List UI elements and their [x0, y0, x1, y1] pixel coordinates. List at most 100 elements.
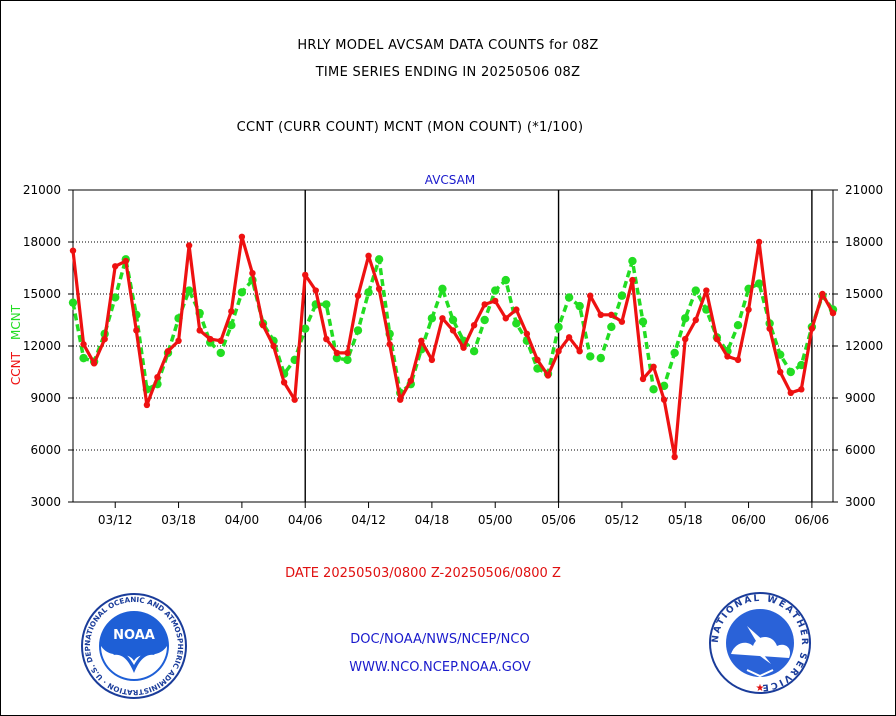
data-point-mcnt: [227, 321, 236, 330]
data-point-ccnt: [323, 335, 330, 343]
data-point-ccnt: [69, 247, 77, 254]
y-tick-label-left: 18000: [23, 235, 61, 249]
data-point-mcnt: [554, 322, 563, 332]
data-point-ccnt: [555, 348, 562, 355]
data-point-mcnt: [512, 319, 521, 328]
x-tick-label: 06/06: [795, 513, 830, 527]
data-point-ccnt: [354, 292, 362, 299]
data-point-ccnt: [154, 374, 161, 381]
data-point-ccnt: [175, 337, 182, 344]
x-axis-labels: 03/12 03/18 04/00 04/06 04/12 04/18 05/00 05/06…: [98, 513, 829, 527]
y-axis-title-mcnt: MCNT: [9, 304, 23, 340]
national-weather-service-logo-icon: NATIONAL WEATHER SERVICE ★: [709, 592, 811, 694]
data-point-ccnt: [787, 389, 794, 396]
data-point-mcnt: [797, 360, 806, 370]
data-point-ccnt: [808, 325, 816, 332]
data-point-ccnt: [724, 353, 731, 360]
x-tick-label: 06/00: [731, 513, 766, 527]
data-point-ccnt: [449, 327, 457, 334]
data-point-ccnt: [280, 379, 288, 386]
data-point-ccnt: [587, 292, 594, 299]
data-point-ccnt: [439, 315, 446, 322]
data-point-ccnt: [766, 325, 773, 332]
data-point-mcnt: [681, 314, 690, 323]
data-point-mcnt: [322, 300, 331, 309]
y-tick-label-left: 6000: [30, 443, 61, 457]
data-point-mcnt: [79, 353, 88, 363]
data-point-mcnt: [786, 367, 795, 377]
x-tick-label: 05/12: [605, 513, 640, 527]
chart-title-line2: TIME SERIES ENDING IN 20250506 08Z: [315, 65, 581, 80]
data-point-mcnt: [184, 286, 194, 295]
data-point-ccnt: [238, 233, 246, 240]
data-point-ccnt: [481, 301, 488, 308]
data-point-ccnt: [544, 372, 552, 379]
data-point-mcnt: [111, 293, 120, 302]
data-point-mcnt: [670, 348, 679, 358]
y-tick-label-right: 3000: [845, 495, 876, 509]
chart-title-line1: HRLY MODEL AVCSAM DATA COUNTS for 08Z: [297, 38, 599, 53]
data-point-mcnt: [237, 288, 247, 297]
data-point-ccnt: [375, 285, 383, 292]
y-tick-label-left: 9000: [30, 391, 61, 405]
x-tick-label: 04/18: [415, 513, 450, 527]
data-point-mcnt: [332, 353, 342, 363]
data-point-ccnt: [513, 306, 520, 313]
data-point-mcnt: [480, 315, 489, 325]
data-point-ccnt: [217, 337, 224, 344]
y-tick-label-left: 15000: [23, 287, 61, 301]
data-point-ccnt: [650, 363, 657, 370]
data-point-ccnt: [502, 315, 509, 322]
data-point-ccnt: [576, 348, 583, 355]
data-point-ccnt: [703, 287, 710, 294]
series-line-mcnt: [71, 257, 835, 395]
data-point-ccnt: [365, 252, 372, 260]
data-point-ccnt: [660, 396, 668, 403]
data-point-ccnt: [101, 335, 108, 343]
series-layer: [68, 233, 838, 461]
data-point-mcnt: [438, 284, 447, 293]
data-point-mcnt: [596, 353, 605, 363]
data-point-mcnt: [491, 286, 500, 295]
data-point-ccnt: [608, 311, 615, 318]
grid-lines: [73, 190, 833, 502]
data-point-ccnt: [692, 316, 699, 324]
data-point-mcnt: [691, 286, 700, 295]
x-tick-label: 05/18: [668, 513, 703, 527]
y-axis-title: CCNT MCNT: [9, 304, 23, 385]
data-point-mcnt: [469, 347, 479, 356]
y-tick-label-left: 12000: [23, 339, 61, 353]
data-point-ccnt: [112, 263, 119, 270]
data-point-mcnt: [501, 275, 510, 285]
credit-line2: WWW.NCO.NCEP.NOAA.GOV: [349, 660, 531, 675]
data-point-ccnt: [90, 360, 98, 367]
x-tick-label: 04/00: [225, 513, 260, 527]
data-point-mcnt: [343, 355, 352, 365]
svg-text:★: ★: [756, 683, 765, 694]
data-point-ccnt: [80, 341, 87, 348]
y-tick-label-right: 21000: [845, 183, 883, 197]
data-point-ccnt: [228, 308, 235, 315]
data-point-ccnt: [798, 386, 805, 393]
credit-line1: DOC/NOAA/NWS/NCEP/NCO: [350, 632, 530, 647]
data-point-ccnt: [164, 348, 172, 355]
data-point-ccnt: [407, 377, 414, 384]
data-point-ccnt: [565, 334, 573, 341]
data-point-mcnt: [68, 298, 78, 307]
y-axis-labels: 3000 3000 6000 6000 9000 9000 12000 12000 15000 1…: [23, 183, 883, 509]
data-point-ccnt: [333, 349, 341, 357]
data-point-ccnt: [428, 356, 436, 364]
data-point-ccnt: [143, 401, 151, 409]
data-point-ccnt: [597, 311, 604, 318]
data-point-mcnt: [754, 279, 764, 288]
data-point-mcnt: [617, 291, 627, 300]
y-tick-label-right: 18000: [845, 235, 883, 249]
data-point-mcnt: [301, 324, 310, 333]
data-point-mcnt: [638, 317, 648, 326]
series-line-ccnt: [71, 235, 835, 459]
data-point-ccnt: [460, 344, 467, 351]
y-tick-label-right: 6000: [845, 443, 876, 457]
data-point-mcnt: [364, 288, 373, 297]
x-tick-label: 03/12: [98, 513, 133, 527]
